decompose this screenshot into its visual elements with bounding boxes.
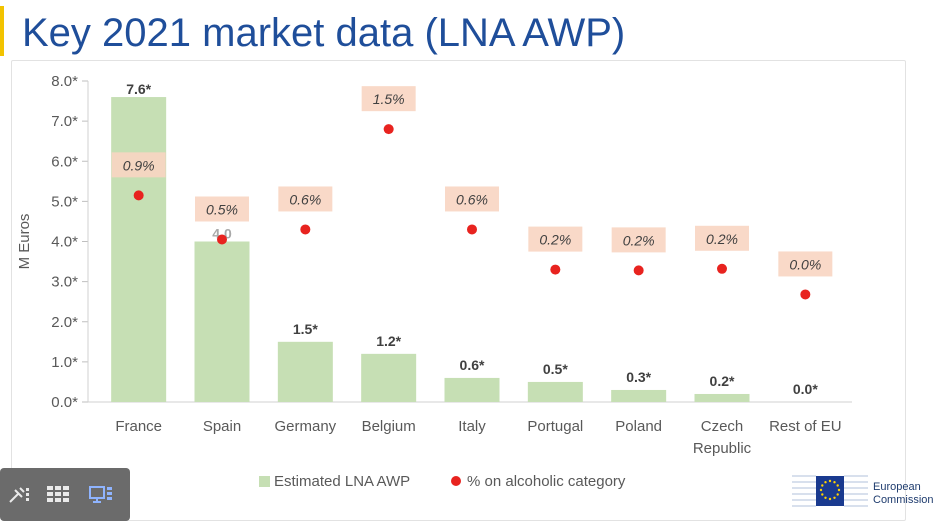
slide-title: Key 2021 market data (LNA AWP) (22, 11, 626, 55)
x-category-label: Belgium (362, 418, 416, 435)
bar-value-label: 7.6* (126, 81, 151, 97)
legend-swatch-bars (259, 476, 270, 487)
percent-dot (717, 263, 727, 274)
presenter-view-icon[interactable] (88, 482, 114, 506)
y-tick-label: 2.0* (51, 314, 78, 331)
percent-label: 1.5% (373, 91, 405, 107)
y-tick-label: 7.0* (51, 113, 78, 130)
bar (527, 381, 583, 402)
percent-dot (383, 124, 394, 135)
bar-value-label: 1.5* (293, 321, 318, 337)
x-category-label: Spain (203, 418, 241, 435)
chart-frame: 0.0* 1.0* 2.0* 3.0* 4.0* 5.0* 6.0* 7.0* 8.0* M Eu… (11, 60, 906, 521)
bar (444, 377, 500, 402)
percent-label-box (111, 152, 166, 178)
percent-label: 0.0% (789, 256, 821, 272)
percent-label: 0.6% (456, 191, 488, 207)
percent-dot (133, 190, 144, 201)
percent-label-box (195, 196, 249, 222)
y-tick-label: 4.0* (51, 234, 78, 251)
bar-value-label: 4.0 (212, 226, 232, 242)
eu-flag-icon (792, 475, 868, 507)
x-category-label: Rest of EU (769, 418, 842, 435)
percent-label-box (695, 225, 749, 251)
y-axis-title: M Euros (16, 214, 33, 270)
percent-label-box (278, 186, 333, 212)
bar (277, 341, 333, 402)
percent-dot (300, 224, 311, 235)
logo-text-line1: European (873, 481, 921, 493)
percent-label-box (611, 227, 666, 253)
bar-value-label: 0.2* (710, 373, 735, 389)
bar-value-label: 1.2* (376, 333, 401, 349)
y-tick-label: 8.0* (51, 73, 78, 90)
x-category-label: Germany (274, 418, 336, 435)
percent-label-box (361, 86, 416, 112)
bar-value-label: 0.3* (626, 369, 651, 385)
logo-text-line2: Commission (873, 494, 934, 506)
pointer-icon[interactable] (6, 482, 32, 506)
x-category-label: Czech (701, 418, 744, 435)
title-accent-bar (0, 6, 4, 56)
y-tick-label: 6.0* (51, 153, 78, 170)
percent-label: 0.5% (206, 201, 238, 217)
percent-label-box (778, 251, 833, 277)
percent-dot (800, 289, 811, 300)
y-tick-label: 1.0* (51, 354, 78, 371)
legend-label-percent: % on alcoholic category (467, 473, 626, 490)
percent-label: 0.6% (289, 191, 321, 207)
percent-label-box (445, 186, 499, 212)
y-tick-label: 5.0* (51, 193, 78, 210)
x-category-label: Republic (693, 440, 752, 457)
bar (111, 97, 167, 403)
y-tick-label: 3.0* (51, 274, 78, 291)
x-category-label: Italy (458, 418, 486, 435)
x-category-label: Portugal (527, 418, 583, 435)
bar (194, 241, 250, 402)
percent-label: 0.2% (623, 232, 655, 248)
bar (361, 353, 417, 402)
grid-view-icon[interactable] (46, 482, 72, 506)
x-category-label: France (115, 418, 162, 435)
bar (694, 393, 750, 402)
bar-value-label: 0.0* (793, 381, 818, 397)
bar-line-chart: 0.0* 1.0* 2.0* 3.0* 4.0* 5.0* 6.0* 7.0* 8.0* M Eu… (16, 73, 852, 490)
logo-text: European Commission (873, 481, 934, 507)
percent-dot (467, 224, 477, 235)
bar-value-label: 0.6* (460, 357, 485, 373)
legend-label-bars: Estimated LNA AWP (274, 473, 410, 490)
percent-label: 0.2% (539, 232, 571, 248)
percent-dot (550, 264, 561, 275)
bar (611, 389, 667, 402)
percent-dot (633, 265, 644, 276)
percent-dot (217, 234, 227, 245)
percent-label: 0.9% (123, 157, 155, 173)
legend-dot-percent (451, 476, 461, 486)
y-tick-label: 0.0* (51, 394, 78, 411)
percent-label-box (528, 226, 583, 252)
presentation-toolbar (0, 468, 130, 521)
x-category-label: Poland (615, 418, 662, 435)
bar-value-label: 0.5* (543, 361, 568, 377)
percent-label: 0.2% (706, 231, 738, 247)
european-commission-logo: European Commission (790, 468, 940, 514)
